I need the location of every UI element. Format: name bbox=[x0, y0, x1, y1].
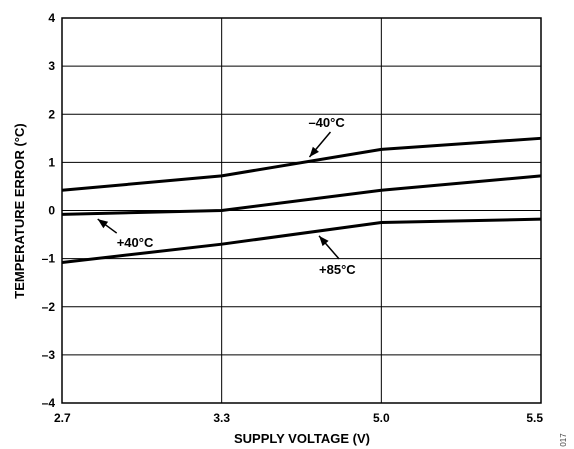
series-line-2 bbox=[61, 217, 542, 264]
grid bbox=[62, 17, 541, 404]
y-tick-labels: –4 –3 –2 –1 0 1 2 3 4 bbox=[42, 11, 56, 410]
annotations: –40°C +40°C +85°C bbox=[97, 115, 356, 277]
figure-id: 017 bbox=[559, 433, 568, 447]
y-tick-label: –4 bbox=[42, 396, 56, 410]
x-tick-label: 3.3 bbox=[213, 411, 230, 425]
y-tick-label: 4 bbox=[48, 11, 55, 25]
plot-frame bbox=[61, 17, 542, 404]
annotation-label: +85°C bbox=[319, 262, 356, 277]
y-tick-label: –2 bbox=[42, 300, 56, 314]
x-tick-labels: 2.7 3.3 5.0 5.5 bbox=[54, 411, 543, 425]
annotation-label: –40°C bbox=[308, 115, 345, 130]
y-tick-label: 0 bbox=[48, 204, 55, 218]
annotation-arrow-head bbox=[319, 235, 329, 247]
y-tick-label: –1 bbox=[42, 252, 56, 266]
y-axis-title: TEMPERATURE ERROR (°C) bbox=[12, 123, 27, 298]
annotation-label: +40°C bbox=[117, 235, 154, 250]
y-tick-label: 2 bbox=[48, 107, 55, 121]
annotation-arrow-head bbox=[97, 219, 109, 229]
y-tick-label: 1 bbox=[48, 155, 55, 169]
x-tick-label: 5.0 bbox=[373, 411, 390, 425]
series-line-0 bbox=[61, 136, 542, 192]
y-tick-label: –3 bbox=[42, 348, 56, 362]
annotation-arrow-head bbox=[309, 146, 319, 157]
series-line-1 bbox=[61, 174, 542, 216]
series-layer bbox=[61, 136, 542, 264]
x-axis-title: SUPPLY VOLTAGE (V) bbox=[234, 431, 370, 446]
x-tick-label: 2.7 bbox=[54, 411, 71, 425]
x-tick-label: 5.5 bbox=[526, 411, 543, 425]
y-tick-label: 3 bbox=[48, 59, 55, 73]
